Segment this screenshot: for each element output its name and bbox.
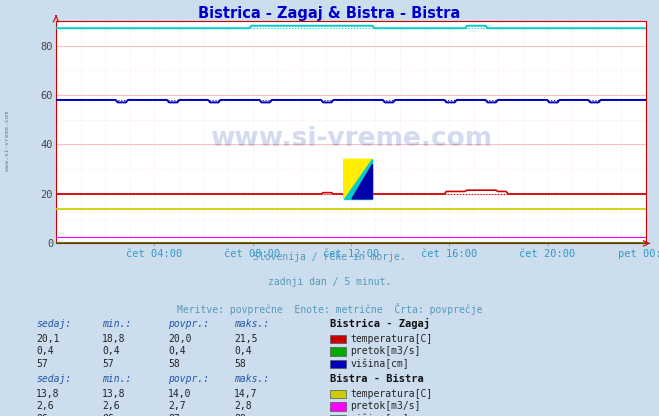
Text: maks.:: maks.: [234,319,269,329]
Text: maks.:: maks.: [234,374,269,384]
Text: 20,1: 20,1 [36,334,60,344]
Text: Bistrica - Zagaj & Bistra - Bistra: Bistrica - Zagaj & Bistra - Bistra [198,6,461,21]
Text: www.si-vreme.com: www.si-vreme.com [5,111,11,171]
Text: 57: 57 [36,359,48,369]
Text: 13,8: 13,8 [36,389,60,399]
Text: 0,4: 0,4 [102,347,120,357]
Text: pretok[m3/s]: pretok[m3/s] [351,347,421,357]
Text: www.si-vreme.com: www.si-vreme.com [210,126,492,152]
Text: min.:: min.: [102,374,132,384]
Text: 0,4: 0,4 [168,347,186,357]
Text: temperatura[C]: temperatura[C] [351,334,433,344]
Text: 0,4: 0,4 [36,347,54,357]
Text: pretok[m3/s]: pretok[m3/s] [351,401,421,411]
Text: min.:: min.: [102,319,132,329]
Text: 0,4: 0,4 [234,347,252,357]
Text: sedaj:: sedaj: [36,319,71,329]
Text: 14,7: 14,7 [234,389,258,399]
Text: 2,6: 2,6 [36,401,54,411]
Text: 2,7: 2,7 [168,401,186,411]
Text: 14,0: 14,0 [168,389,192,399]
Text: Meritve: povprečne  Enote: metrične  Črta: povprečje: Meritve: povprečne Enote: metrične Črta:… [177,303,482,315]
Text: 87: 87 [168,414,180,416]
Text: 57: 57 [102,359,114,369]
Text: 88: 88 [234,414,246,416]
Text: sedaj:: sedaj: [36,374,71,384]
Text: 86: 86 [102,414,114,416]
Text: 86: 86 [36,414,48,416]
Text: višina[cm]: višina[cm] [351,359,409,369]
Text: višina[cm]: višina[cm] [351,414,409,416]
Text: zadnji dan / 5 minut.: zadnji dan / 5 minut. [268,277,391,287]
Text: 20,0: 20,0 [168,334,192,344]
Text: Slovenija / reke in morje.: Slovenija / reke in morje. [253,252,406,262]
Polygon shape [352,164,372,199]
Text: 2,8: 2,8 [234,401,252,411]
Text: povpr.:: povpr.: [168,319,209,329]
Polygon shape [344,159,372,199]
Text: 13,8: 13,8 [102,389,126,399]
Text: 18,8: 18,8 [102,334,126,344]
Text: 2,6: 2,6 [102,401,120,411]
Polygon shape [344,159,372,199]
Text: Bistra - Bistra: Bistra - Bistra [330,374,423,384]
Text: 58: 58 [168,359,180,369]
Text: 58: 58 [234,359,246,369]
Text: 21,5: 21,5 [234,334,258,344]
Text: Bistrica - Zagaj: Bistrica - Zagaj [330,317,430,329]
Text: temperatura[C]: temperatura[C] [351,389,433,399]
Text: povpr.:: povpr.: [168,374,209,384]
